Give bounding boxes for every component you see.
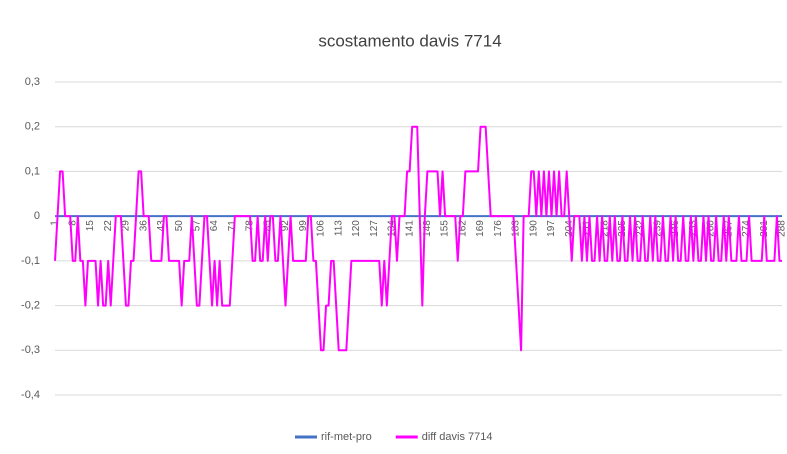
x-tick-label: 15 bbox=[85, 220, 96, 232]
x-tick-label: 288 bbox=[777, 220, 787, 237]
x-tick-label: 176 bbox=[493, 220, 504, 237]
x-tick-label: 162 bbox=[457, 220, 468, 237]
x-tick-label: 155 bbox=[440, 220, 451, 237]
x-tick-label: 99 bbox=[298, 220, 309, 232]
x-tick-label: 148 bbox=[422, 220, 433, 237]
x-tick-label: 92 bbox=[280, 220, 291, 232]
y-tick-label: 0,3 bbox=[25, 76, 40, 88]
x-tick-label: 190 bbox=[528, 220, 539, 237]
x-tick-label: 218 bbox=[599, 220, 610, 237]
x-tick-label: 50 bbox=[174, 220, 185, 232]
y-tick-label: 0 bbox=[34, 210, 40, 222]
x-tick-label: 64 bbox=[209, 220, 220, 232]
x-tick-label: 120 bbox=[351, 220, 362, 237]
y-tick-label: -0,1 bbox=[21, 255, 40, 267]
y-tick-label: -0,2 bbox=[21, 299, 40, 311]
x-tick-label: 239 bbox=[653, 220, 664, 237]
legend-label: rif-met-pro bbox=[321, 431, 372, 443]
x-tick-label: 36 bbox=[138, 220, 149, 232]
legend-label: diff davis 7714 bbox=[422, 431, 493, 443]
x-tick-label: 260 bbox=[706, 220, 717, 237]
x-tick-label: 106 bbox=[316, 220, 327, 237]
series-line bbox=[54, 125, 782, 352]
x-tick-label: 1 bbox=[50, 220, 61, 226]
x-tick-label: 22 bbox=[103, 220, 114, 232]
x-tick-label: 197 bbox=[546, 220, 557, 237]
x-tick-label: 43 bbox=[156, 220, 167, 232]
y-tick-label: -0,3 bbox=[21, 344, 40, 356]
x-tick-label: 183 bbox=[511, 220, 522, 237]
x-tick-label: 8 bbox=[67, 220, 78, 226]
y-tick-label: -0,4 bbox=[21, 389, 40, 401]
x-tick-label: 113 bbox=[333, 220, 344, 236]
x-tick-label: 211 bbox=[582, 220, 593, 236]
x-tick-label: 57 bbox=[191, 220, 202, 232]
y-tick-label: 0,1 bbox=[25, 165, 40, 177]
x-tick-label: 169 bbox=[475, 220, 486, 237]
x-tick-label: 232 bbox=[635, 220, 646, 237]
x-tick-label: 274 bbox=[741, 220, 752, 237]
x-tick-label: 253 bbox=[688, 220, 699, 237]
x-tick-label: 85 bbox=[262, 220, 273, 232]
x-tick-label: 141 bbox=[404, 220, 415, 237]
x-tick-label: 127 bbox=[369, 220, 380, 237]
y-tick-label: 0,2 bbox=[25, 121, 40, 133]
x-tick-label: 29 bbox=[121, 220, 132, 232]
chart-title: scostamento davis 7714 bbox=[318, 31, 501, 50]
x-tick-label: 71 bbox=[227, 220, 238, 232]
